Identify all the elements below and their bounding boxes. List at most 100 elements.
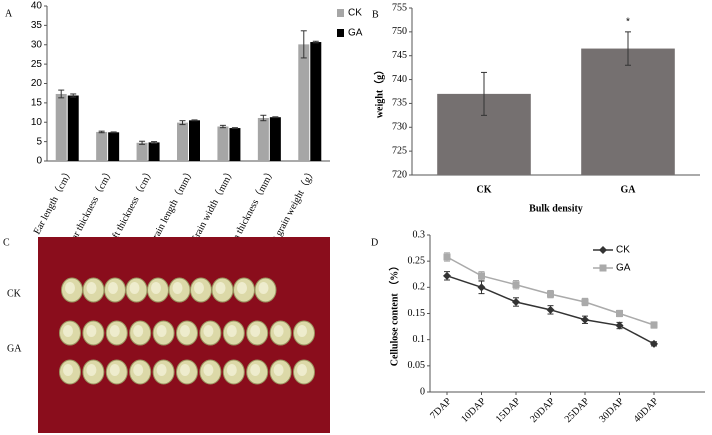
x-tick-label: Grain length（mm）	[146, 166, 197, 247]
kernel-highlight	[180, 364, 190, 376]
x-tick-label: Ear length（cm）	[31, 166, 76, 237]
x-tick-label: GA	[621, 184, 637, 195]
error-bar	[231, 127, 238, 129]
point	[547, 290, 554, 298]
bar	[67, 95, 79, 161]
kernel-highlight	[156, 325, 167, 337]
bar	[108, 132, 120, 161]
kernel-highlight	[250, 364, 261, 376]
x-tick-label: Ear thickness（cm）	[65, 166, 116, 247]
y-tick-label: 745	[392, 50, 407, 61]
kernel-highlight	[180, 325, 190, 337]
kernel-highlight	[63, 325, 73, 337]
y-tick-label: 30	[31, 39, 43, 50]
kernel-highlight	[109, 325, 120, 337]
y-tick-label: 730	[392, 122, 407, 133]
point	[650, 321, 658, 329]
x-tick-label: CK	[477, 184, 492, 195]
kernel-highlight	[226, 364, 237, 376]
x-tick-label: 10DAP	[459, 396, 488, 425]
error-bar	[312, 40, 319, 44]
error-bar	[272, 116, 279, 119]
x-tick-label: 30DAP	[597, 396, 626, 425]
x-tick-label: 7DAP	[428, 396, 454, 422]
bar	[229, 128, 241, 161]
bar	[189, 120, 200, 161]
point	[650, 339, 658, 348]
kernel-highlight	[297, 364, 307, 376]
y-tick-label: 5	[36, 136, 42, 147]
error-bar	[58, 89, 65, 99]
error-bar	[70, 93, 77, 98]
x-tick-label: 15DAP	[494, 396, 523, 425]
y-tick-label: 725	[392, 145, 407, 156]
kernel-highlight	[194, 282, 204, 294]
kernel-highlight	[129, 282, 140, 294]
kernel-highlight	[297, 325, 307, 337]
legend-marker	[599, 264, 607, 272]
kernel-highlight	[203, 325, 214, 337]
kernel-highlight	[258, 282, 269, 294]
point	[443, 271, 451, 280]
panel-letter: C	[3, 237, 10, 248]
y-tick-label: 0	[36, 156, 42, 167]
kernel-highlight	[133, 364, 144, 376]
y-tick-label: 10	[31, 117, 43, 128]
bar	[310, 42, 322, 161]
kernel-highlight	[86, 282, 97, 294]
point	[477, 283, 486, 292]
kernel-highlight	[109, 364, 120, 376]
kernel-highlight	[156, 364, 167, 376]
bar	[55, 93, 67, 161]
kernel-highlight	[151, 282, 161, 294]
error-bar	[179, 120, 186, 126]
kernel-highlight	[226, 325, 237, 337]
kernel-highlight	[133, 325, 144, 337]
y-tick-label: 0.15	[408, 308, 426, 319]
legend-label: CK	[348, 8, 362, 19]
legend-label: GA	[348, 28, 363, 39]
y-tick-label: 0.05	[408, 360, 426, 371]
y-tick-label: 740	[392, 74, 407, 85]
y-tick-label: 755	[392, 2, 407, 13]
y-tick-label: 20	[31, 78, 43, 89]
point	[581, 298, 589, 306]
row-label: GA	[7, 343, 22, 354]
y-tick-label: 0	[420, 386, 425, 397]
x-axis-title: Bulk density	[529, 203, 583, 214]
error-bar	[139, 140, 146, 145]
bar	[581, 48, 675, 175]
panel-letter: B	[372, 9, 379, 20]
significance-mark: *	[626, 16, 630, 27]
y-tick-label: 40	[31, 1, 43, 12]
bar	[217, 126, 229, 161]
point	[512, 281, 520, 289]
bar	[177, 122, 188, 161]
error-bar	[300, 30, 307, 59]
legend-marker	[599, 246, 607, 254]
y-tick-label: 750	[392, 26, 407, 37]
y-tick-label: 0.2	[413, 282, 426, 293]
bar	[269, 117, 281, 161]
kernel-highlight	[108, 282, 118, 294]
kernel-highlight	[63, 364, 73, 376]
kernel-highlight	[203, 364, 214, 376]
error-bar	[481, 71, 487, 116]
legend-label: GA	[616, 263, 631, 274]
kernel-highlight	[215, 282, 226, 294]
error-bar	[98, 130, 105, 134]
error-bar	[191, 119, 198, 122]
y-axis-title: weight（g）	[372, 65, 385, 118]
bar	[257, 117, 269, 161]
error-bar	[110, 131, 117, 134]
kernel-highlight	[273, 364, 284, 376]
point	[512, 297, 520, 306]
point	[581, 315, 589, 324]
point	[546, 305, 555, 314]
y-axis-title: Cellulose content （%）	[387, 261, 400, 367]
kernel-highlight	[273, 325, 284, 337]
kernel-highlight	[86, 325, 97, 337]
panel-letter: D	[371, 237, 378, 248]
point	[443, 253, 451, 261]
